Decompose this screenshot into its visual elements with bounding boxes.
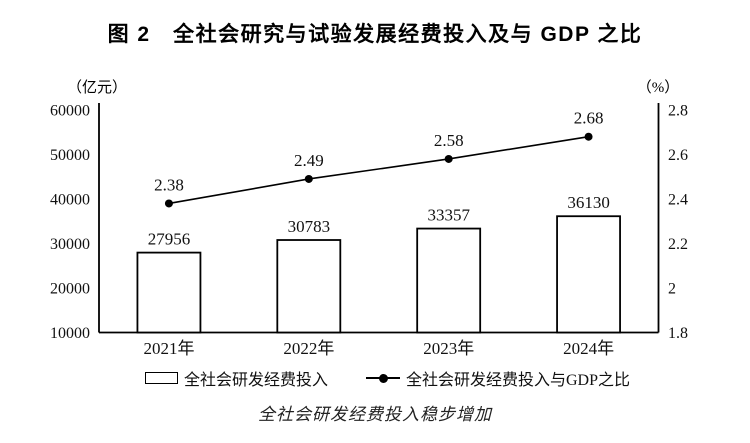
line-marker-dot	[379, 373, 388, 383]
line-point-2022年	[304, 174, 313, 183]
right-axis-tick-label: 2.8	[668, 103, 688, 120]
left-axis-tick-label: 50000	[50, 147, 90, 164]
figure-title: 图 2 全社会研究与试验发展经费投入及与 GDP 之比	[107, 23, 643, 46]
x-axis-category-label: 2023年	[423, 339, 474, 358]
left-axis-unit-label: （亿元）	[66, 80, 127, 96]
right-axis-tick-label: 2.4	[668, 192, 688, 209]
bar-value-label: 36130	[567, 193, 610, 212]
line-point-2021年	[164, 199, 173, 208]
gdp-ratio-line	[168, 135, 589, 205]
bar-2022年	[276, 239, 342, 334]
left-axis-tick-label: 30000	[50, 236, 90, 253]
line-value-label: 2.38	[154, 175, 184, 194]
line-series-marker-icon	[366, 373, 400, 383]
right-axis-tick-label: 1.8	[668, 325, 688, 342]
legend-item-bar-series: 全社会研发经费投入	[145, 368, 329, 389]
bar-2023年	[416, 227, 482, 334]
bar-series-swatch-icon	[145, 372, 178, 384]
legend-line-series-label: 全社会研发经费投入与GDP之比	[406, 372, 631, 389]
left-axis-tick-label: 20000	[50, 281, 90, 298]
right-axis-tick-label: 2.2	[668, 236, 688, 253]
right-axis-tick-label: 2.6	[668, 147, 688, 164]
figure-caption: 全社会研发经费投入稳步增加	[258, 405, 492, 425]
line-point-2023年	[444, 154, 453, 163]
right-axis-unit-label: （%）	[636, 80, 680, 96]
left-axis-tick-label: 40000	[50, 192, 90, 209]
x-axis-category-label: 2022年	[283, 339, 334, 358]
left-axis-tick-label: 10000	[50, 325, 90, 342]
legend-item-line-series: 全社会研发经费投入与GDP之比	[366, 368, 631, 389]
line-value-label: 2.58	[434, 131, 464, 150]
x-axis-category-label: 2021年	[143, 339, 194, 358]
line-value-label: 2.68	[574, 109, 604, 128]
bar-2021年	[136, 251, 202, 334]
line-point-2024年	[584, 132, 593, 141]
bar-value-label: 30783	[288, 217, 331, 236]
bar-value-label: 27956	[148, 230, 191, 249]
line-value-label: 2.49	[294, 151, 324, 170]
left-axis-tick-label: 60000	[50, 103, 90, 120]
bar-value-label: 33357	[427, 206, 470, 225]
bar-2024年	[556, 215, 621, 334]
legend-bar-series-label: 全社会研发经费投入	[184, 372, 329, 389]
x-axis-category-label: 2024年	[563, 339, 614, 358]
right-axis-tick-label: 2	[668, 281, 676, 298]
